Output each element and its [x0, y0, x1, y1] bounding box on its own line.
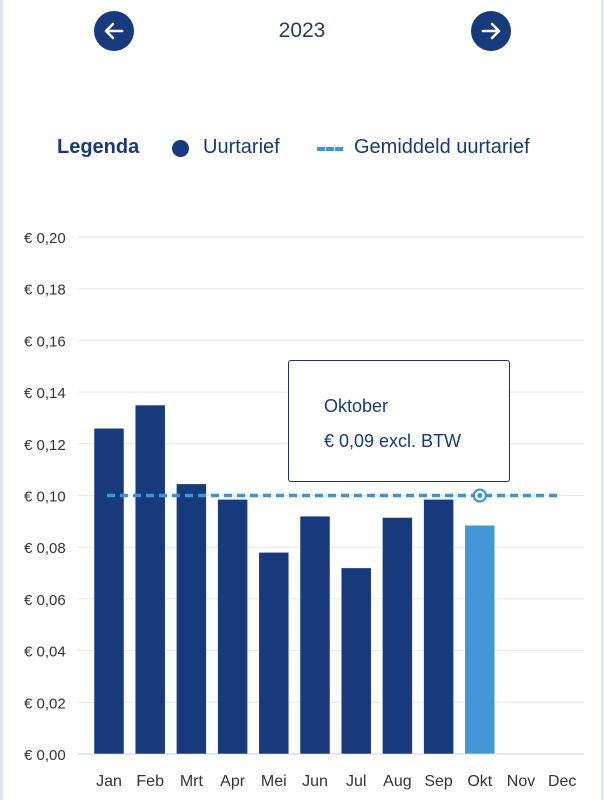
bar-aug [382, 517, 413, 755]
x-tick-label: Jan [96, 773, 122, 790]
chart-tooltip: Oktober € 0,09 excl. BTW [288, 360, 510, 482]
y-tick-label: € 0,20 [24, 230, 66, 247]
tooltip-value: € 0,09 excl. BTW [324, 431, 462, 451]
x-tick-label: Jul [346, 773, 366, 790]
bar-sep [423, 499, 454, 755]
y-tick-label: € 0,02 [24, 695, 66, 712]
bar-jan [93, 428, 125, 755]
bar-mei [258, 552, 290, 755]
x-tick-label: Okt [467, 773, 492, 790]
y-tick-label: € 0,00 [24, 747, 66, 764]
arrow-left-icon [104, 22, 124, 40]
average-marker-dot [477, 493, 483, 498]
y-tick-label: € 0,06 [24, 592, 66, 609]
legend-average-marker [317, 147, 343, 151]
y-tick-label: € 0,10 [24, 489, 66, 506]
tooltip-month: Oktober [324, 396, 389, 416]
x-tick-label: Dec [548, 773, 576, 790]
left-border [0, 0, 3, 800]
right-border [601, 0, 604, 800]
y-tick-label: € 0,18 [24, 282, 66, 299]
year-label: 2023 [278, 19, 326, 42]
legend-series-label: Uurtarief [203, 136, 280, 158]
x-tick-label: Apr [220, 773, 246, 790]
y-tick-label: € 0,14 [24, 385, 66, 402]
x-tick-label: Aug [383, 773, 411, 790]
legend-average-label: Gemiddeld uurtarief [354, 136, 530, 158]
x-tick-label: Mei [261, 773, 287, 790]
x-tick-label: Jun [302, 773, 328, 790]
bar-jul [340, 567, 372, 755]
y-tick-label: € 0,12 [24, 437, 66, 454]
x-tick-label: Sep [424, 773, 453, 790]
arrow-right-icon [481, 22, 501, 40]
bar-okt [464, 524, 496, 755]
bar-mrt [176, 483, 207, 755]
bar-jun [299, 515, 331, 755]
bar-feb [134, 404, 166, 755]
legend-title: Legenda [57, 136, 140, 158]
x-tick-label: Feb [136, 773, 164, 790]
chart-legend: Legenda Uurtarief Gemiddeld uurtarief [0, 134, 604, 162]
x-tick-label: Mrt [180, 773, 204, 790]
y-tick-label: € 0,16 [24, 333, 66, 350]
bar-apr [217, 499, 248, 755]
x-tick-label: Nov [507, 773, 535, 790]
previous-year-button[interactable] [94, 11, 134, 51]
next-year-button[interactable] [471, 11, 511, 51]
legend-series-marker [172, 140, 189, 157]
y-tick-label: € 0,08 [24, 540, 66, 557]
y-tick-label: € 0,04 [24, 644, 66, 661]
